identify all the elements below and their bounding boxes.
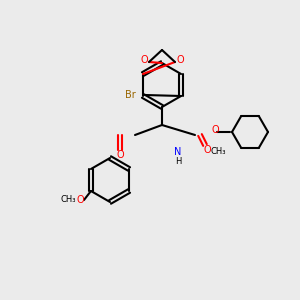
Text: O: O: [176, 55, 184, 65]
Text: O: O: [203, 145, 211, 155]
Text: O: O: [140, 55, 148, 65]
Text: CH₃: CH₃: [210, 148, 226, 157]
Text: Br: Br: [124, 90, 135, 100]
Text: O: O: [211, 125, 219, 135]
Text: H: H: [175, 158, 181, 166]
Text: CH₃: CH₃: [60, 196, 76, 205]
Text: O: O: [76, 195, 84, 205]
Text: O: O: [116, 150, 124, 160]
Text: N: N: [174, 147, 182, 157]
